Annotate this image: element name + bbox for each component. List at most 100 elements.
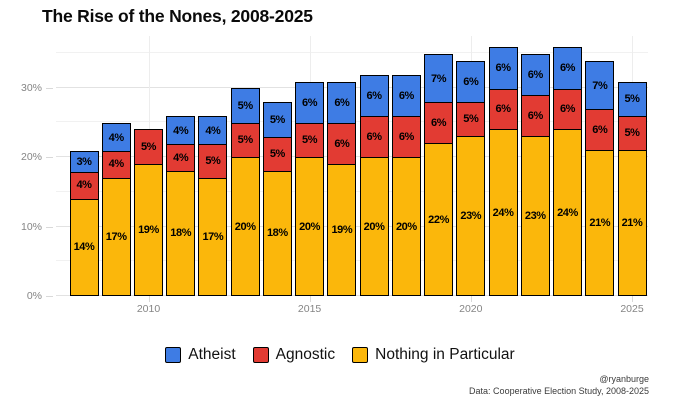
y-tick-label: 10% <box>20 220 42 233</box>
bar-stack: 17% 5% 4% <box>198 115 228 296</box>
bar-segment: 5% <box>262 136 292 172</box>
bar-stack: 21% 5% 5% <box>617 81 647 296</box>
y-tick-mark <box>46 157 53 158</box>
bar-segment-label: 5% <box>237 134 254 147</box>
y-tick-label: 0% <box>26 290 42 302</box>
bar-segment: 4% <box>198 116 228 146</box>
bar-stack: 24% 6% 6% <box>488 46 518 296</box>
bar-stack: 19% 5% <box>134 129 163 296</box>
bar-segment: 17% <box>198 177 228 296</box>
y-tick-mark <box>46 226 53 228</box>
bar-segment: 5% <box>262 102 292 139</box>
bar-segment: 5% <box>230 122 260 158</box>
bar-segment: 7% <box>585 60 615 111</box>
y-tick-mark <box>46 87 53 89</box>
bar-segment-label: 17% <box>202 230 224 243</box>
bar-stack: 19% 6% 6% <box>327 81 357 296</box>
bar-segment-label: 5% <box>237 100 254 113</box>
bar-segment: 4% <box>101 150 131 179</box>
bar-segment-label: 4% <box>173 124 189 137</box>
x-tick-label: 2020 <box>459 303 483 315</box>
bar-segment: 6% <box>553 87 582 131</box>
legend: Atheist Agnostic Nothing in Particular <box>0 346 680 364</box>
legend-swatch <box>252 347 269 363</box>
bar-segment-label: 7% <box>431 72 447 85</box>
bar-stack: 17% 4% 4% <box>101 122 131 296</box>
bar-segment-label: 20% <box>395 220 417 233</box>
bar-segment-label: 22% <box>428 213 449 226</box>
bar-segment-label: 6% <box>495 62 512 75</box>
bar-segment: 19% <box>134 163 163 296</box>
bar-segment: 4% <box>166 116 196 146</box>
legend-swatch <box>352 347 369 363</box>
bar-stack: 20% 6% 6% <box>359 74 389 296</box>
bar-segment-label: 5% <box>205 154 221 167</box>
bar-segment-label: 18% <box>266 227 288 240</box>
bar-segment: 4% <box>166 143 196 172</box>
x-tick-mark <box>148 296 150 302</box>
bar-stack: 23% 5% 6% <box>456 60 486 296</box>
bar-segment: 6% <box>359 115 389 158</box>
bar-segment: 5% <box>617 81 647 118</box>
bar-segment-label: 6% <box>495 102 512 115</box>
bar-segment-label: 23% <box>524 210 546 223</box>
bar-segment-label: 21% <box>589 217 611 229</box>
footer: @ryanburge Data: Cooperative Election St… <box>469 374 649 397</box>
y-tick-label: 20% <box>20 151 42 163</box>
bar-segment-label: 6% <box>334 137 350 150</box>
x-tick-mark <box>470 296 472 302</box>
bar-segment: 6% <box>488 87 518 131</box>
bar-segment: 6% <box>488 46 518 90</box>
bar-segment: 6% <box>424 101 454 145</box>
gridline-minor <box>56 51 648 53</box>
bar-segment: 20% <box>295 157 325 296</box>
bar-stack: 20% 6% 6% <box>391 74 421 296</box>
bar-segment-label: 24% <box>492 206 514 219</box>
footer-credit: @ryanburge <box>599 374 649 384</box>
bar-segment: 6% <box>391 115 421 158</box>
bar-segment-label: 3% <box>76 155 92 168</box>
bar-segment-label: 14% <box>73 241 95 254</box>
bar-segment: 5% <box>134 129 163 165</box>
bar-segment: 5% <box>230 88 260 125</box>
bar-segment-label: 5% <box>624 93 640 106</box>
bar-segment-label: 18% <box>170 227 192 240</box>
bar-segment: 24% <box>488 129 518 296</box>
bar-segment: 18% <box>166 170 196 296</box>
bar-segment-label: 6% <box>366 130 383 143</box>
bar-segment: 4% <box>101 123 131 152</box>
bar-stack: 20% 5% 5% <box>230 88 260 296</box>
bar-segment-label: 6% <box>559 102 576 115</box>
legend-label: Agnostic <box>275 346 336 363</box>
bar-segment-label: 5% <box>624 127 640 140</box>
bar-segment-label: 4% <box>76 179 92 192</box>
bar-segment-label: 5% <box>269 148 286 160</box>
bar-stack: 22% 6% 7% <box>424 53 454 296</box>
bar-segment: 24% <box>553 129 582 296</box>
y-tick-label: 30% <box>20 81 42 94</box>
bar-segment-label: 19% <box>331 223 353 236</box>
bar-segment: 5% <box>456 101 486 138</box>
plot-area: 14% 4% 3% 17% 4% 4% 19% 5% 18% 4% 4% 17% 5% 4% 20% 5% 5%… <box>56 36 648 296</box>
bar-segment-label: 19% <box>138 223 159 236</box>
bar-segment: 5% <box>295 122 325 158</box>
bar-segment-label: 6% <box>592 123 608 136</box>
x-tick-label: 2015 <box>297 303 322 315</box>
bar-stack: 20% 5% 6% <box>295 81 325 296</box>
bar-stack: 18% 4% 4% <box>166 115 196 296</box>
bar-segment-label: 6% <box>398 130 415 143</box>
legend-item: Nothing in Particular <box>352 346 515 364</box>
bar-segment-label: 5% <box>463 113 479 126</box>
bar-segment: 19% <box>327 163 357 296</box>
legend-item: Agnostic <box>252 346 336 364</box>
bar-segment-label: 4% <box>108 131 125 144</box>
bar-segment-label: 24% <box>557 206 578 219</box>
bar-segment: 6% <box>359 74 389 118</box>
y-tick-mark <box>46 296 53 297</box>
x-tick-mark <box>632 296 633 302</box>
bar-segment: 6% <box>520 53 550 97</box>
bar-segment: 6% <box>553 46 582 90</box>
bar-segment: 23% <box>456 136 486 296</box>
bar-segment-label: 21% <box>621 217 643 229</box>
bar-segment: 20% <box>391 157 421 296</box>
